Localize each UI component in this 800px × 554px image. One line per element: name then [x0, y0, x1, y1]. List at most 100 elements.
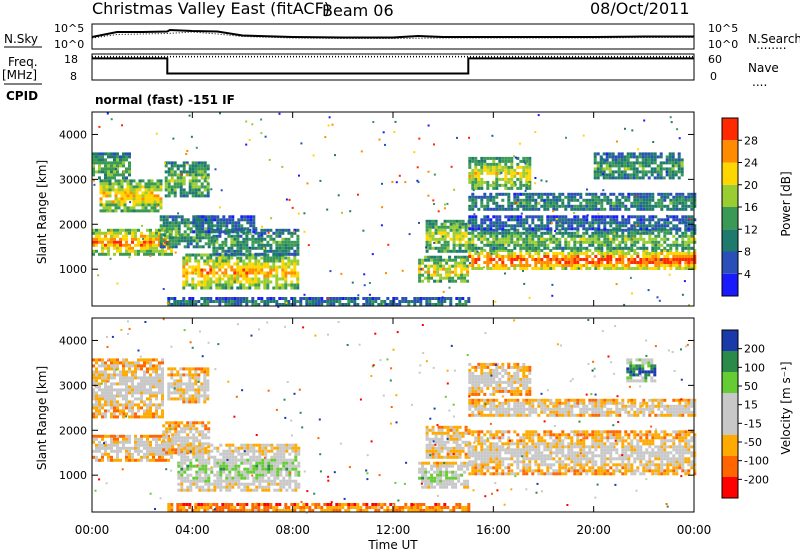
velocity-cell [122, 382, 125, 386]
power-cell [525, 221, 529, 225]
power-cell [593, 173, 597, 177]
power-cell [585, 258, 589, 261]
power-cell [443, 234, 447, 238]
velocity-cell [179, 385, 183, 389]
power-cell [219, 221, 223, 225]
power-cell [525, 186, 529, 190]
velocity-cell [180, 452, 184, 456]
power-cell [198, 236, 202, 240]
power-cell [174, 236, 178, 240]
power-cell [660, 249, 664, 252]
power-cell [507, 255, 511, 258]
power-cell [588, 249, 592, 252]
power-cell [537, 255, 541, 258]
power-cell [672, 227, 676, 231]
velocity-cell [158, 373, 161, 377]
power-scatter-cell [433, 241, 436, 244]
power-cell [464, 303, 468, 306]
power-cell [684, 261, 688, 264]
power-cell [639, 215, 643, 219]
power-cell [102, 185, 106, 189]
power-cell [164, 176, 168, 180]
power-cell [693, 204, 697, 208]
power-cell [654, 221, 658, 225]
power-cell [191, 161, 195, 165]
power-cell [657, 198, 661, 202]
power-cell [591, 264, 595, 267]
velocity-cell [113, 364, 116, 368]
power-cell [152, 237, 155, 241]
velocity-cell [125, 361, 128, 365]
velocity-cell [168, 439, 172, 443]
velocity-cell [131, 376, 134, 380]
power-cell [218, 300, 222, 303]
power-cell [260, 268, 264, 272]
power-cell [681, 246, 685, 250]
power-cell [92, 164, 95, 168]
velocity-cell [116, 415, 119, 419]
velocity-cell [186, 488, 190, 492]
power-scatter-cell [559, 222, 562, 225]
power-cell [129, 179, 133, 183]
power-cell [293, 240, 297, 244]
power-cell [209, 286, 213, 290]
power-cell [464, 222, 468, 226]
power-cell [597, 218, 601, 222]
power-cell [173, 170, 177, 174]
power-cell [320, 300, 324, 303]
power-cell [135, 194, 139, 198]
velocity-cell [113, 367, 116, 371]
power-cell [156, 203, 160, 207]
power-cell [549, 240, 553, 244]
power-cell [621, 234, 625, 238]
power-cell [681, 252, 685, 255]
velocity-cell [179, 391, 183, 395]
power-scatter-cell [394, 120, 397, 123]
power-cell [206, 182, 210, 186]
velocity-cell [122, 358, 125, 362]
power-cell [648, 231, 652, 235]
power-cell [111, 185, 115, 189]
power-cell [296, 246, 300, 250]
power-cell [156, 197, 160, 201]
power-cell [425, 222, 429, 226]
power-cell [593, 170, 597, 174]
power-cell [492, 198, 496, 202]
noise-tick-left-top: 10^5 [54, 22, 84, 35]
power-cell [498, 264, 502, 267]
power-cell [663, 240, 667, 244]
power-cell [125, 252, 128, 256]
velocity-cell [95, 376, 98, 380]
power-cell [510, 234, 514, 238]
power-cell [251, 277, 255, 281]
power-cell [555, 198, 559, 202]
power-cell [332, 297, 336, 300]
power-cell [603, 218, 607, 222]
power-scatter-cell [385, 272, 387, 275]
velocity-cell [189, 443, 193, 447]
power-cell [122, 173, 125, 177]
velocity-cell [176, 379, 180, 383]
velocity-cell [101, 412, 104, 416]
power-scatter-cell [121, 124, 123, 127]
power-cell [428, 234, 432, 238]
power-cell [651, 231, 655, 235]
velocity-cell [134, 412, 137, 416]
power-cell [627, 231, 631, 235]
velocity-cell [95, 406, 98, 410]
power-cell [102, 191, 106, 195]
power-cell [143, 234, 146, 238]
power-cell [437, 246, 441, 250]
power-cell [171, 218, 175, 222]
velocity-cell [198, 464, 202, 468]
power-cell [644, 164, 648, 168]
power-cell [242, 274, 246, 278]
power-cell [389, 303, 393, 306]
power-cell [239, 234, 243, 238]
velocity-cell [162, 433, 166, 437]
power-cell [108, 185, 112, 189]
power-cell [132, 179, 136, 183]
power-cell [263, 265, 267, 269]
power-cell [458, 243, 462, 247]
power-cell [119, 161, 122, 165]
